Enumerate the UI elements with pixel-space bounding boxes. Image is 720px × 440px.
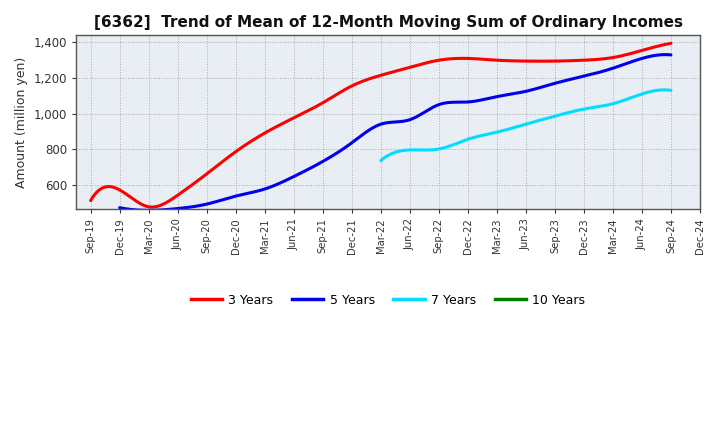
- 5 Years: [115, 205, 124, 210]
- Line: 3 Years: 3 Years: [91, 43, 671, 207]
- 5 Years: [582, 73, 590, 78]
- 5 Years: [454, 99, 463, 105]
- Y-axis label: Amount (million yen): Amount (million yen): [15, 57, 28, 188]
- 7 Years: [554, 113, 563, 118]
- 5 Years: [444, 100, 452, 105]
- 7 Years: [549, 114, 558, 119]
- Title: [6362]  Trend of Mean of 12-Month Moving Sum of Ordinary Incomes: [6362] Trend of Mean of 12-Month Moving …: [94, 15, 683, 30]
- Legend: 3 Years, 5 Years, 7 Years, 10 Years: 3 Years, 5 Years, 7 Years, 10 Years: [186, 289, 590, 312]
- 7 Years: [660, 87, 668, 92]
- 5 Years: [143, 208, 152, 213]
- Line: 5 Years: 5 Years: [120, 55, 671, 210]
- 7 Years: [377, 157, 386, 162]
- 3 Years: [148, 205, 157, 210]
- 3 Years: [432, 58, 441, 63]
- 5 Years: [661, 52, 670, 57]
- 7 Years: [639, 91, 648, 96]
- 3 Years: [89, 195, 97, 200]
- 7 Years: [377, 158, 385, 163]
- 3 Years: [444, 56, 452, 62]
- Line: 7 Years: 7 Years: [381, 90, 671, 161]
- 3 Years: [614, 54, 623, 59]
- 5 Years: [667, 52, 675, 58]
- 7 Years: [548, 114, 557, 119]
- 3 Years: [433, 58, 442, 63]
- 3 Years: [577, 58, 586, 63]
- 5 Years: [446, 100, 454, 105]
- 3 Years: [667, 40, 675, 46]
- 7 Years: [667, 88, 675, 93]
- 5 Years: [117, 205, 126, 211]
- 7 Years: [621, 97, 630, 103]
- 3 Years: [86, 198, 95, 203]
- 5 Years: [617, 63, 626, 68]
